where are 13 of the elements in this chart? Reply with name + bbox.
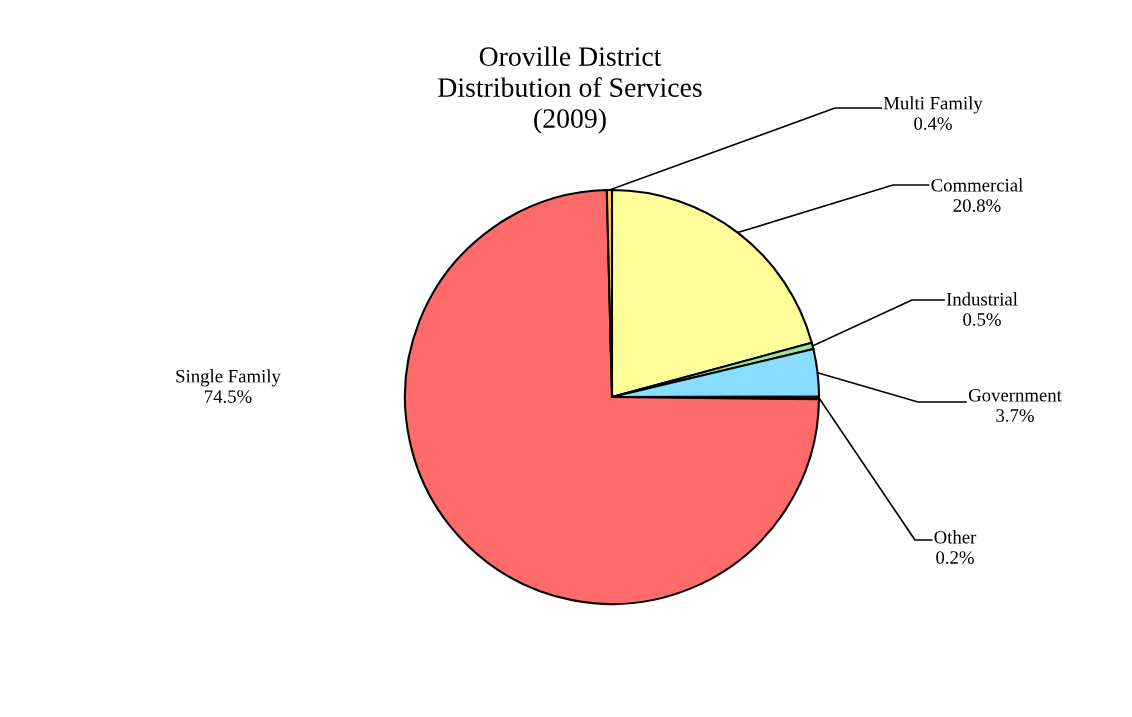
data-label: 0.5% [963,313,1001,326]
slice-label: Other [934,530,977,544]
data-label: 20.8% [953,199,1001,212]
slice-label: Single Family [176,369,281,387]
data-label: 3.7% [996,409,1034,422]
slice-label: Government [968,388,1062,402]
data-label: 0.2% [936,551,974,564]
data-label: 0.4% [914,117,952,130]
chart-title: Oroville District Distribution of Services (2009) [438,46,702,134]
slice-label: Commercial [931,178,1023,192]
slice-label: Multi Family [883,96,983,114]
data-label: 74.5% [205,390,252,403]
slice-label: Industrial [946,292,1018,306]
